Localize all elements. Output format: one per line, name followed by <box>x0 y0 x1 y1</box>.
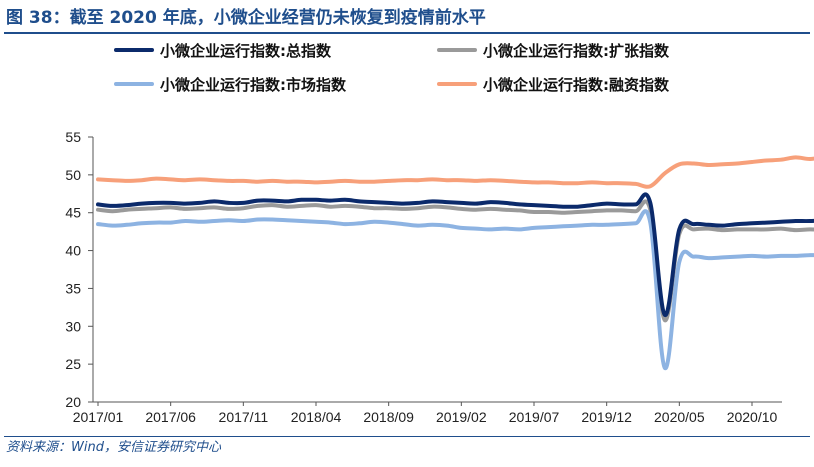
x-tick-label: 2018/09 <box>363 409 414 425</box>
legend-swatch-financing <box>437 82 477 86</box>
series-line-market <box>96 209 814 370</box>
figure-title: 图 38：截至 2020 年底，小微企业经营仍未恢复到疫情前水平 <box>6 8 486 28</box>
y-tick-label: 20 <box>65 394 81 410</box>
series-line-expansion <box>96 199 814 323</box>
y-tick-label: 55 <box>65 129 81 145</box>
x-tick-label: 2017/11 <box>219 409 269 425</box>
legend-item-market: 小微企业运行指数:市场指数 <box>114 73 346 95</box>
x-tick-label: 2017/06 <box>145 409 196 425</box>
legend-swatch-market <box>114 82 154 86</box>
y-tick-label: 25 <box>65 356 81 372</box>
x-tick-label: 2020/05 <box>654 409 705 425</box>
series-line-financing <box>96 155 814 189</box>
legend-item-financing: 小微企业运行指数:融资指数 <box>437 73 669 95</box>
source-note: 资料来源：Wind，安信证券研究中心 <box>6 440 221 455</box>
legend-item-total: 小微企业运行指数:总指数 <box>114 39 331 61</box>
legend-swatch-expansion <box>437 48 477 52</box>
x-tick-label: 2020/10 <box>727 409 778 425</box>
legend-swatch-total <box>114 48 154 52</box>
legend-label-expansion: 小微企业运行指数:扩张指数 <box>483 41 669 60</box>
series-line-total <box>96 192 814 317</box>
source-rule <box>4 436 810 437</box>
legend-label-financing: 小微企业运行指数:融资指数 <box>483 75 669 94</box>
tick-labels: 20 25 30 35 40 45 50 55 2017/01 2017/06 2017/11 201… <box>65 129 777 425</box>
y-tick-label: 30 <box>65 318 81 334</box>
y-tick-label: 45 <box>65 205 81 221</box>
series-layer <box>96 155 814 370</box>
x-tick-label: 2019/12 <box>581 409 632 425</box>
legend-item-expansion: 小微企业运行指数:扩张指数 <box>437 39 669 61</box>
title-rule <box>4 32 810 34</box>
x-tick-label: 2017/01 <box>73 409 124 425</box>
x-tick-label: 2019/02 <box>436 409 487 425</box>
legend-label-total: 小微企业运行指数:总指数 <box>160 41 331 60</box>
chart-axes <box>88 136 782 406</box>
x-tick-label: 2019/07 <box>509 409 560 425</box>
x-tick-label: 2018/04 <box>291 409 342 425</box>
y-tick-label: 35 <box>65 280 81 296</box>
legend-label-market: 小微企业运行指数:市场指数 <box>160 75 346 94</box>
y-tick-label: 50 <box>65 167 81 183</box>
y-tick-label: 40 <box>65 243 81 259</box>
